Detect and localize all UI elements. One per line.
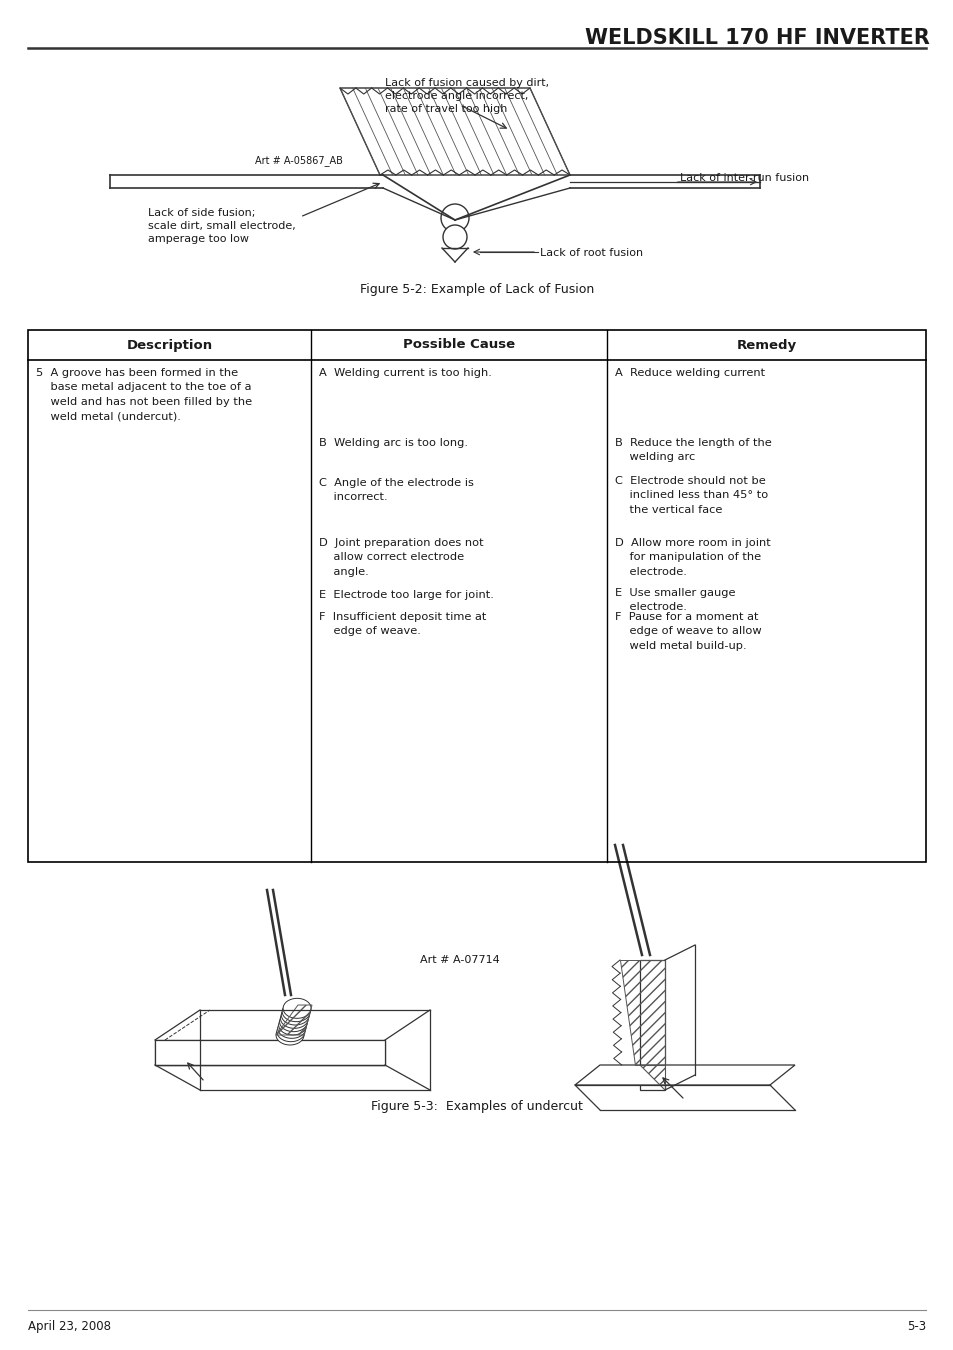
Ellipse shape: [278, 1015, 306, 1035]
Ellipse shape: [275, 1025, 304, 1045]
Text: Figure 5-3:  Examples of undercut: Figure 5-3: Examples of undercut: [371, 1100, 582, 1112]
Text: B  Reduce the length of the
    welding arc: B Reduce the length of the welding arc: [615, 437, 771, 463]
Text: Possible Cause: Possible Cause: [402, 339, 515, 351]
Ellipse shape: [276, 1022, 305, 1042]
Text: F  Insufficient deposit time at
    edge of weave.: F Insufficient deposit time at edge of w…: [318, 612, 486, 636]
Text: April 23, 2008: April 23, 2008: [28, 1320, 111, 1332]
Text: Description: Description: [126, 339, 213, 351]
Text: Art # A-05867_AB: Art # A-05867_AB: [254, 155, 342, 166]
Text: C  Angle of the electrode is
    incorrect.: C Angle of the electrode is incorrect.: [318, 478, 474, 502]
Text: Lack of inter-run fusion: Lack of inter-run fusion: [679, 173, 808, 184]
Polygon shape: [639, 960, 664, 1089]
Text: WELDSKILL 170 HF INVERTER: WELDSKILL 170 HF INVERTER: [584, 28, 929, 49]
Ellipse shape: [277, 1018, 306, 1038]
Ellipse shape: [279, 1011, 307, 1031]
Text: E  Electrode too large for joint.: E Electrode too large for joint.: [318, 590, 494, 599]
Text: F  Pause for a moment at
    edge of weave to allow
    weld metal build-up.: F Pause for a moment at edge of weave to…: [615, 612, 761, 651]
Text: Lack of fusion caused by dirt,
electrode angle incorrect,
rate of travel too hig: Lack of fusion caused by dirt, electrode…: [385, 78, 549, 115]
Polygon shape: [339, 88, 569, 176]
Text: Art # A-07714: Art # A-07714: [419, 954, 499, 965]
Circle shape: [440, 204, 469, 232]
Ellipse shape: [282, 1002, 310, 1022]
Bar: [154, 1040, 385, 1065]
Text: C  Electrode should not be
    inclined less than 45° to
    the vertical face: C Electrode should not be inclined less …: [615, 477, 768, 514]
Text: A  Reduce welding current: A Reduce welding current: [615, 369, 764, 378]
Text: Lack of side fusion;
scale dirt, small electrode,
amperage too low: Lack of side fusion; scale dirt, small e…: [148, 208, 295, 244]
Text: Figure 5-2: Example of Lack of Fusion: Figure 5-2: Example of Lack of Fusion: [359, 284, 594, 296]
Polygon shape: [154, 1040, 385, 1065]
Ellipse shape: [280, 1008, 308, 1029]
Polygon shape: [575, 1065, 794, 1085]
Text: Remedy: Remedy: [736, 339, 796, 351]
Text: A  Welding current is too high.: A Welding current is too high.: [318, 369, 491, 378]
Text: D  Allow more room in joint
    for manipulation of the
    electrode.: D Allow more room in joint for manipulat…: [615, 539, 770, 576]
Text: Lack of root fusion: Lack of root fusion: [539, 248, 642, 258]
Text: 5  A groove has been formed in the
    base metal adjacent to the toe of a
    w: 5 A groove has been formed in the base m…: [36, 369, 252, 421]
Ellipse shape: [281, 1004, 309, 1025]
Bar: [28, 329, 925, 863]
Circle shape: [442, 225, 467, 248]
Text: D  Joint preparation does not
    allow correct electrode
    angle.: D Joint preparation does not allow corre…: [318, 539, 483, 576]
Ellipse shape: [283, 999, 311, 1018]
Text: E  Use smaller gauge
    electrode.: E Use smaller gauge electrode.: [615, 589, 735, 613]
Text: B  Welding arc is too long.: B Welding arc is too long.: [318, 437, 467, 448]
Text: 5-3: 5-3: [906, 1320, 925, 1332]
